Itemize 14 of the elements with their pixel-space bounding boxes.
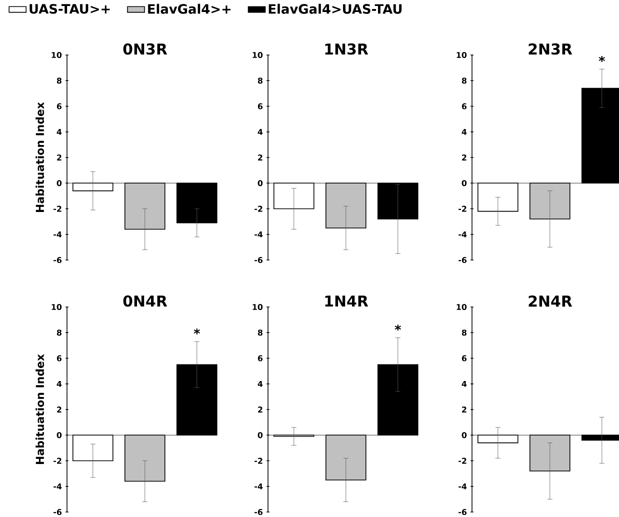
legend-label: ElavGal4>+ <box>148 4 231 14</box>
chart-title: 0N3R <box>123 43 168 55</box>
chart-title: 0N4R <box>123 295 168 307</box>
annotation: * <box>598 56 606 62</box>
y-axis-title: Habituation Index <box>36 354 44 464</box>
annotation: * <box>394 324 402 331</box>
annotation: * <box>194 328 200 334</box>
legend-label: UAS-TAU>+ <box>30 4 110 14</box>
y-axis-title: Habituation Index <box>36 102 44 212</box>
chart-title: 2N3R <box>528 43 572 55</box>
legend-label: ElavGal4>UAS-TAU <box>268 4 402 14</box>
chart-title: 1N3R <box>325 43 368 55</box>
chart-title: 2N4R <box>528 295 572 307</box>
chart-title: 1N4R <box>325 296 368 306</box>
